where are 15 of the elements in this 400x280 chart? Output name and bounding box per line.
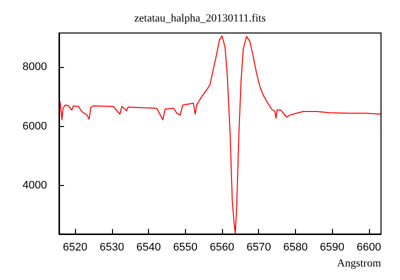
x-tick-label: 6560 — [210, 242, 234, 254]
x-tick-label: 6570 — [246, 242, 271, 254]
x-axis-title: Angstrom — [337, 258, 382, 270]
x-tick-label: 6540 — [136, 242, 161, 254]
y-tick-label: 4000 — [22, 179, 47, 192]
y-tick-label: 6000 — [22, 120, 47, 132]
x-tick-label: 6580 — [283, 242, 308, 254]
x-tick-label: 6530 — [100, 242, 124, 254]
x-tick-label: 6520 — [62, 242, 88, 254]
x-tick-label: 6590 — [320, 242, 344, 254]
y-tick-label: 8000 — [22, 61, 47, 74]
x-tick-label: 6600 — [356, 242, 382, 254]
line-series — [60, 35, 382, 234]
x-tick-label: 6550 — [173, 242, 198, 254]
chart-title: zetatau_halpha_20130111.fits — [134, 12, 266, 24]
